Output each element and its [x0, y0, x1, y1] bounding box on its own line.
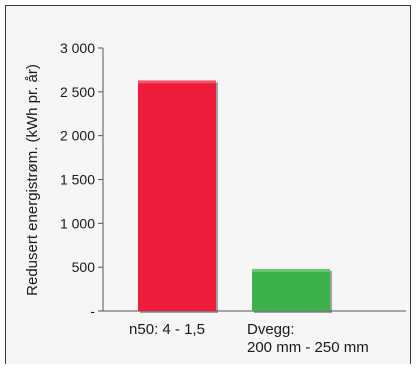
y-axis-title: Redusert energistrøm. (kWh pr. år)	[24, 64, 41, 296]
bar	[252, 268, 330, 311]
y-tick-label: 1 500	[60, 172, 95, 188]
bar-highlight	[252, 268, 330, 272]
bar-highlight	[138, 80, 216, 84]
y-tick-label: -	[90, 303, 95, 319]
x-category-label: n50: 4 - 1,5	[129, 321, 205, 338]
y-tick-label: 3 000	[60, 40, 95, 56]
x-category-labels: n50: 4 - 1,5 Dvegg:200 mm - 250 mm	[129, 321, 369, 356]
bar	[138, 80, 216, 311]
x-category-label: 200 mm - 250 mm	[247, 339, 369, 356]
y-tick-label: 500	[72, 259, 96, 275]
y-tick-label: 2 000	[60, 128, 95, 144]
x-category-label: Dvegg:	[247, 321, 295, 338]
y-tick-label: 1 000	[60, 215, 95, 231]
chart-bars	[138, 80, 332, 313]
y-tick-label: 2 500	[60, 84, 95, 100]
y-tick-labels: - 500 1 000 1 500 2 000 2 500 3 000	[60, 40, 95, 319]
